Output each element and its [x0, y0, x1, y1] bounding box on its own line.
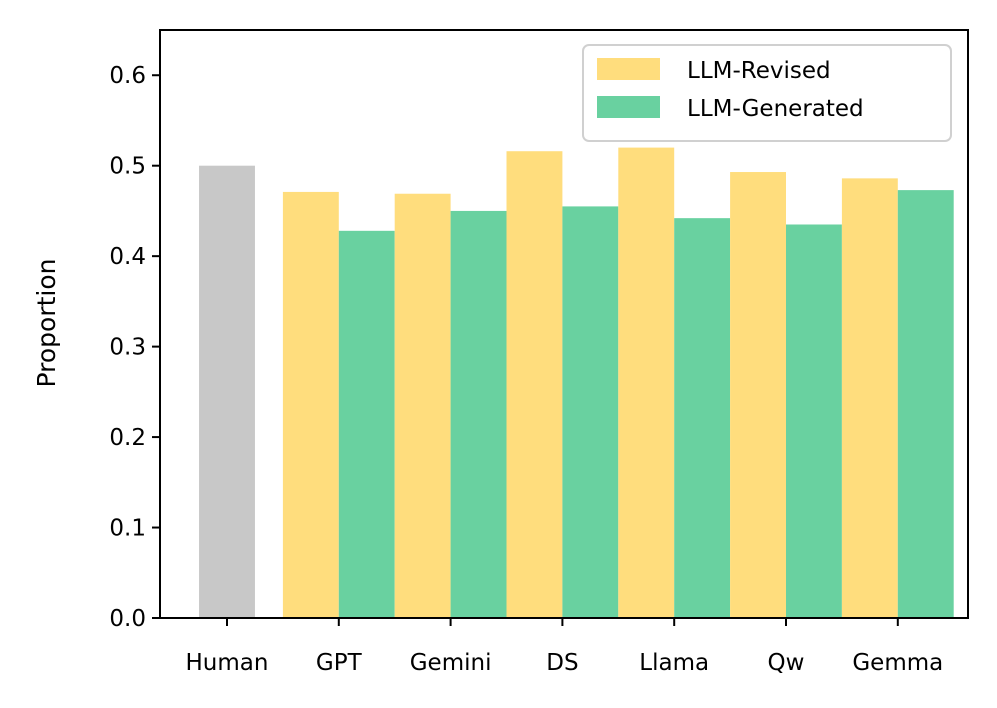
bar-llm-revised-gemini	[394, 193, 451, 618]
x-tick-label-gemma: Gemma	[852, 650, 943, 676]
legend-box	[582, 44, 952, 142]
legend: LLM-Revised LLM-Generated	[582, 44, 952, 142]
x-tick-label-human: Human	[186, 650, 269, 676]
bar-human	[199, 165, 255, 618]
x-tick-label-ds: DS	[546, 650, 578, 676]
bar-llm-generated-gemini	[450, 210, 507, 618]
y-tick-label: 0.2	[109, 425, 146, 451]
bars-layer	[199, 147, 954, 619]
y-tick-label: 0.6	[109, 63, 146, 89]
x-tick-label-gemini: Gemini	[410, 650, 492, 676]
x-tick-label-gpt: GPT	[316, 650, 363, 676]
bar-llm-revised-qw	[730, 172, 786, 619]
bar-llm-revised-ds	[506, 151, 563, 619]
y-axis-title: Proportion	[32, 259, 61, 388]
bar-llm-generated-gemma	[897, 190, 954, 618]
x-tick-label-llama: Llama	[639, 650, 709, 676]
bar-llm-revised-gpt	[282, 191, 339, 618]
legend-swatch-llm-generated	[597, 96, 660, 118]
x-tick-label-qw: Qw	[768, 650, 805, 676]
y-tick-label: 0.3	[109, 335, 146, 361]
y-tick-label: 0.1	[109, 516, 146, 542]
bar-llm-revised-llama	[618, 147, 675, 618]
plot-frame	[159, 29, 969, 619]
bar-llm-generated-llama	[674, 218, 731, 618]
y-tick-label: 0.0	[109, 606, 146, 632]
bar-llm-generated-qw	[786, 224, 842, 618]
axes-layer: 0.0 0.1 0.2 0.3 0.4 0.5 0.6 Human GPT Gemini DS Lla…	[109, 29, 969, 676]
y-tick-label: 0.4	[109, 244, 146, 270]
legend-label-llm-generated: LLM-Generated	[687, 96, 864, 122]
bar-llm-generated-ds	[562, 206, 619, 618]
legend-swatch-llm-revised	[597, 58, 660, 80]
bar-llm-revised-gemma	[841, 178, 898, 618]
legend-label-llm-revised: LLM-Revised	[687, 58, 831, 84]
y-tick-label: 0.5	[109, 154, 146, 180]
bar-llm-generated-gpt	[338, 230, 395, 618]
